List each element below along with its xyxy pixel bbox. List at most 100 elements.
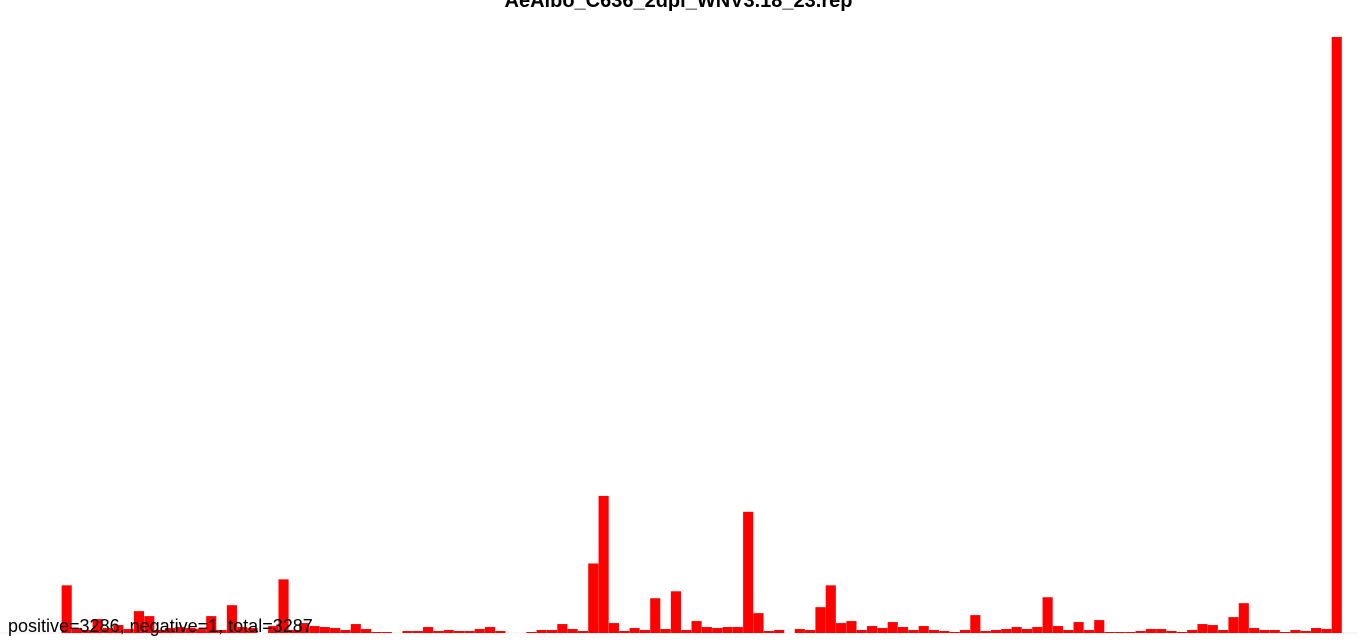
bar-57 — [598, 495, 609, 633]
bar-29 — [309, 626, 320, 633]
bar-30 — [319, 627, 330, 633]
bar-71 — [743, 511, 754, 633]
bar-45 — [474, 629, 485, 633]
bar-21 — [226, 605, 237, 633]
bar-104 — [1083, 630, 1094, 633]
bar-121 — [1259, 630, 1270, 633]
bar-62 — [650, 598, 661, 633]
bar-47 — [495, 631, 506, 633]
bars-group — [61, 37, 1342, 633]
bar-113 — [1176, 632, 1187, 633]
bar-19 — [206, 616, 217, 633]
bar-105 — [1094, 620, 1105, 633]
bar-112 — [1166, 631, 1177, 633]
bar-98 — [1021, 629, 1033, 633]
bar-33 — [350, 624, 361, 633]
bar-65 — [681, 630, 692, 633]
bar-39 — [412, 631, 423, 633]
bar-81 — [846, 621, 857, 633]
bar-106 — [1104, 632, 1115, 633]
bar-122 — [1269, 630, 1280, 633]
bar-50 — [526, 632, 537, 633]
bar-42 — [443, 630, 454, 633]
bar-116 — [1207, 625, 1218, 633]
bar-8 — [92, 619, 103, 633]
bar-76 — [794, 629, 805, 633]
bar-55 — [577, 631, 589, 633]
bar-79 — [825, 585, 836, 633]
bar-96 — [1001, 629, 1012, 633]
bar-87 — [908, 630, 919, 633]
bar-10 — [113, 625, 124, 633]
bar-95 — [990, 630, 1002, 633]
bar-23 — [247, 628, 258, 633]
bar-89 — [928, 630, 940, 633]
bar-84 — [877, 628, 888, 633]
bar-63 — [660, 629, 671, 633]
bar-80 — [836, 623, 847, 633]
bar-32 — [340, 630, 351, 633]
bar-28 — [299, 623, 310, 633]
bar-13 — [144, 616, 155, 633]
bar-6 — [71, 628, 83, 633]
bar-109 — [1135, 631, 1146, 633]
bar-7 — [82, 630, 93, 633]
bar-66 — [691, 621, 702, 633]
bar-67 — [701, 627, 712, 633]
bar-72 — [753, 613, 764, 633]
bar-53 — [557, 624, 568, 633]
bar-38 — [402, 631, 413, 633]
bar-101 — [1052, 626, 1063, 633]
bar-110 — [1145, 629, 1156, 633]
bar-74 — [774, 630, 785, 633]
bar-61 — [639, 630, 650, 633]
bar-69 — [722, 627, 733, 633]
bar-27 — [288, 630, 299, 633]
bar-43 — [454, 631, 465, 633]
bar-59 — [619, 631, 630, 633]
bar-18 — [195, 629, 206, 633]
bar-94 — [980, 631, 991, 633]
bar-41 — [433, 631, 444, 633]
footer-stats-label: positive=3286, negative=1, total=3287 — [8, 616, 313, 636]
bar-16 — [175, 627, 186, 633]
bar-36 — [381, 632, 392, 633]
bar-68 — [712, 628, 723, 633]
bar-25 — [268, 626, 279, 633]
bar-100 — [1042, 597, 1053, 633]
bar-117 — [1218, 630, 1229, 633]
bar-44 — [464, 631, 475, 633]
bar-125 — [1300, 631, 1311, 633]
bar-52 — [546, 630, 558, 633]
bar-90 — [939, 631, 950, 633]
bar-34 — [361, 629, 372, 633]
bar-64 — [670, 591, 681, 633]
bar-15 — [164, 628, 175, 633]
bar-93 — [970, 615, 981, 633]
chart-title: AeAlbo_C636_2dpi_WNV3.18_23.rep — [504, 0, 853, 12]
bar-20 — [216, 630, 227, 633]
bar-126 — [1311, 628, 1322, 633]
bar-17 — [185, 628, 196, 633]
bar-26 — [278, 579, 289, 633]
bar-70 — [732, 627, 743, 633]
bar-124 — [1290, 630, 1301, 633]
bar-11 — [123, 629, 134, 633]
bar-58 — [608, 623, 619, 633]
bar-120 — [1249, 628, 1260, 633]
bar-56 — [588, 563, 599, 633]
bar-128 — [1331, 37, 1342, 633]
bar-91 — [949, 632, 960, 633]
bar-22 — [237, 627, 248, 633]
bar-82 — [856, 630, 867, 633]
bar-60 — [629, 628, 640, 633]
bar-107 — [1114, 632, 1125, 633]
bar-78 — [815, 607, 826, 633]
bar-85 — [887, 622, 898, 633]
bar-97 — [1011, 627, 1022, 633]
bar-40 — [423, 627, 434, 633]
bar-46 — [484, 627, 496, 633]
bar-83 — [867, 626, 878, 633]
bar-108 — [1125, 632, 1136, 633]
